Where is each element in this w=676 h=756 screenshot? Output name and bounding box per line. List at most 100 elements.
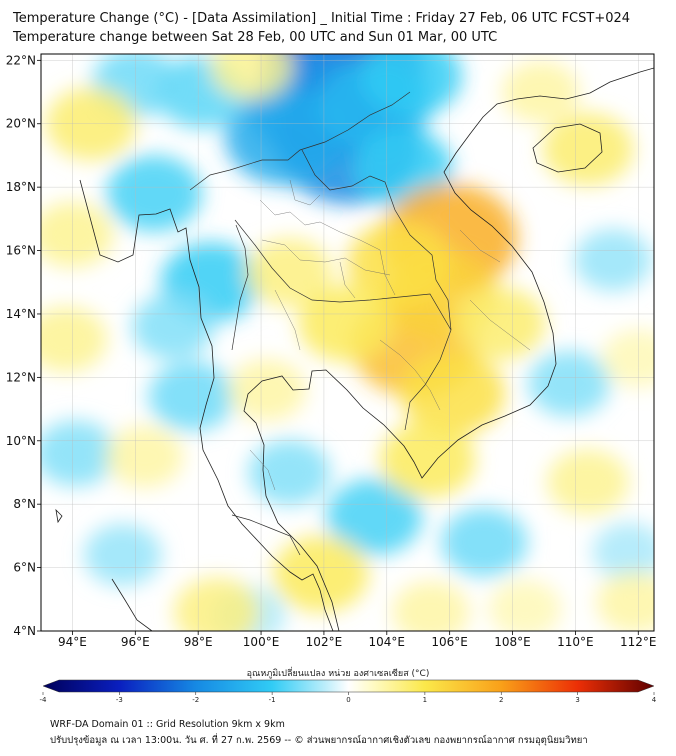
colorbar-tick-label: -1 (269, 696, 276, 704)
field-anomaly (41, 420, 117, 487)
province-line-9 (459, 229, 501, 263)
gridlines (41, 54, 654, 631)
footer-model-info: WRF-DA Domain 01 :: Grid Resolution 9km … (50, 719, 285, 730)
colorbar-tick-label: -3 (116, 696, 123, 704)
field-anomaly (148, 361, 236, 431)
y-tick-label: 12°N (6, 370, 36, 384)
border-thai-cambodia (234, 219, 452, 331)
field-anomaly (542, 112, 634, 186)
colorbar-label: อุณหภูมิเปลี่ยนแปลง หน่วย องศาเซลเซียส (… (246, 669, 430, 679)
border-mekong (301, 149, 452, 331)
y-tick-label: 10°N (6, 434, 36, 448)
temperature-change-map: 94°E 96°E 98°E 100°E 102°E 104°E 106°E 108°E 110… (6, 53, 657, 704)
x-tick-label: 112°E (620, 635, 657, 649)
field-anomaly (248, 439, 331, 506)
y-tick-label: 6°N (13, 561, 36, 575)
field-anomaly (132, 293, 215, 360)
x-tick-label: 108°E (494, 635, 531, 649)
field-anomaly (41, 306, 108, 373)
colorbar-ticks: -4 -3 -2 -1 0 1 2 3 4 (40, 692, 657, 704)
province-line-10 (249, 449, 276, 491)
field-anomaly (601, 329, 654, 388)
field-anomaly (228, 359, 307, 422)
y-tick-label: 4°N (13, 624, 36, 638)
field-anomaly (392, 580, 470, 631)
province-line-5 (379, 249, 396, 296)
colorbar-tick-label: -4 (40, 696, 48, 704)
coastline-gulf-of-thailand-vietnam (243, 67, 654, 631)
border-north (189, 91, 411, 191)
colorbar-tick-label: 0 (346, 696, 350, 704)
colorbar-tick-label: 2 (499, 696, 503, 704)
province-line-3 (274, 289, 301, 351)
field-anomaly (592, 522, 654, 581)
footer-update-info: ปรับปรุงข้อมูล ณ เวลา 13:00น. วัน ศ. ที่… (50, 735, 588, 746)
x-tick-label: 102°E (306, 635, 343, 649)
field-anomaly (41, 201, 114, 268)
x-tick-label: 98°E (184, 635, 213, 649)
province-line-2 (261, 239, 391, 276)
colorbar: -4 -3 -2 -1 0 1 2 3 4 (40, 679, 657, 704)
field-anomaly (83, 523, 162, 586)
field-anomaly (596, 571, 654, 631)
field-anomaly (273, 535, 369, 613)
field-anomaly (246, 238, 333, 308)
y-tick-label: 18°N (6, 180, 36, 194)
province-borders (249, 179, 531, 491)
x-tick-label: 110°E (557, 635, 594, 649)
y-tick-label: 16°N (6, 244, 36, 258)
x-tick-label: 106°E (431, 635, 468, 649)
y-tick-label: 14°N (6, 307, 36, 321)
field-anomaly (361, 54, 462, 117)
colorbar-bar (42, 679, 655, 693)
x-tick-label: 96°E (121, 635, 150, 649)
province-line-4 (339, 261, 356, 299)
field-anomaly (502, 61, 580, 124)
field-anomaly (105, 425, 184, 488)
map-frame (40, 53, 655, 632)
province-line-8 (469, 299, 531, 351)
colorbar-tick-label: 4 (652, 696, 657, 704)
coastlines (55, 67, 654, 631)
field-anomaly (210, 54, 293, 100)
island-small-1 (55, 508, 63, 524)
field-anomaly (298, 285, 394, 362)
colorbar-tick-label: 3 (575, 696, 579, 704)
field-anomaly (546, 449, 629, 515)
island-hainan (532, 123, 603, 173)
field-anomaly (488, 579, 562, 631)
y-tick-label: 8°N (13, 497, 36, 511)
field-anomaly (454, 287, 546, 360)
field-anomaly (528, 350, 611, 417)
field-anomaly (347, 221, 452, 306)
coastline-west-peninsula (79, 179, 334, 631)
border-thai-malaysia (231, 514, 301, 556)
field-anomaly (326, 478, 422, 556)
x-tick-label: 104°E (369, 635, 406, 649)
border-cambodia-vietnam (404, 329, 452, 431)
colorbar-tick-label: 1 (423, 696, 427, 704)
field-anomaly (400, 351, 506, 436)
y-tick-label: 20°N (6, 117, 36, 131)
province-line-7 (379, 339, 441, 411)
province-line-6 (289, 179, 321, 206)
province-line-1 (259, 199, 381, 251)
field-anomaly (224, 87, 348, 186)
colorbar-tick-label: -2 (192, 696, 199, 704)
map-title: Temperature Change (°C) - [Data Assimila… (13, 11, 631, 26)
country-borders (189, 91, 452, 556)
field-anomaly (173, 577, 261, 631)
x-tick-label: 100°E (243, 635, 280, 649)
field-anomaly (440, 507, 528, 577)
x-axis: 94°E 96°E 98°E 100°E 102°E 104°E 106°E 108°E 110… (58, 631, 657, 649)
y-tick-label: 22°N (6, 53, 36, 67)
coastline-sumatra (111, 578, 153, 631)
x-tick-label: 94°E (58, 635, 87, 649)
border-myanmar-thai (231, 224, 249, 351)
field-anomaly (574, 229, 652, 292)
field-anomaly (106, 155, 202, 232)
map-panel (41, 54, 654, 631)
y-axis: 22°N 20°N 18°N 16°N 14°N 12°N 10°N 8°N 6°N 4°N (6, 53, 41, 638)
map-subtitle: Temperature change between Sat 28 Feb, 0… (13, 30, 498, 45)
field-anomaly (379, 421, 476, 499)
